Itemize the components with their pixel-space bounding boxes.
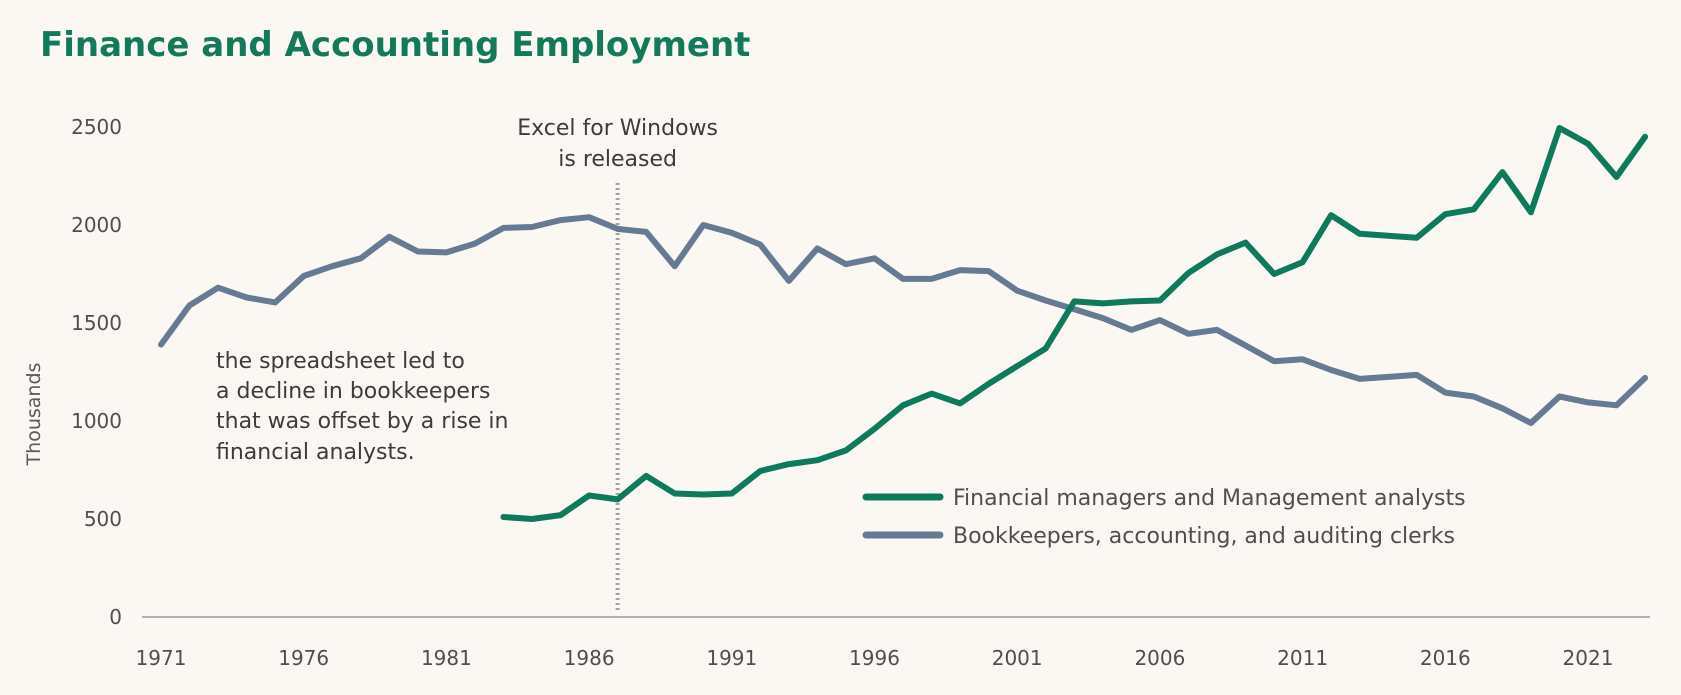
x-tick-label: 1986	[564, 646, 615, 670]
y-tick-label: 1000	[71, 409, 122, 433]
y-axis-label: Thousands	[23, 363, 45, 467]
event-label-line-2: is released	[558, 147, 677, 172]
y-tick-label: 500	[84, 507, 122, 531]
x-tick-label: 1976	[278, 646, 329, 670]
event-label-line-1: Excel for Windows	[517, 116, 718, 141]
series-line-financial	[500, 125, 1649, 522]
annotation-note-line: financial analysts.	[216, 440, 415, 465]
annotation-note: the spreadsheet led to a decline in book…	[216, 349, 509, 465]
x-tick-label: 2001	[992, 646, 1043, 670]
x-tick-label: 1971	[136, 646, 187, 670]
y-tick-label: 2500	[71, 115, 122, 139]
legend: Financial managers and Management analys…	[862, 486, 1466, 549]
y-tick-label: 0	[109, 605, 122, 629]
annotation-note-line: a decline in bookkeepers	[216, 379, 490, 404]
y-axis-ticks: 0 500 1000 1500 2000 2500	[71, 115, 122, 629]
y-tick-label: 2000	[71, 213, 122, 237]
x-tick-label: 1991	[706, 646, 757, 670]
annotation-note-line: the spreadsheet led to	[216, 349, 465, 374]
annotation-note-line: that was offset by a rise in	[216, 409, 509, 434]
x-axis-ticks: 1971 1976 1981 1986 1991 1996 2001 2006 2011 2016…	[136, 646, 1614, 670]
x-tick-label: 2006	[1134, 646, 1185, 670]
y-tick-label: 1500	[71, 311, 122, 335]
legend-label-bookkeepers: Bookkeepers, accounting, and auditing cl…	[953, 524, 1455, 549]
x-tick-label: 1996	[849, 646, 900, 670]
chart-title: Finance and Accounting Employment	[40, 25, 750, 65]
legend-label-financial: Financial managers and Management analys…	[953, 486, 1466, 511]
x-tick-label: 2011	[1277, 646, 1328, 670]
series-lines	[158, 125, 1649, 522]
series-line-bookkeepers	[158, 214, 1649, 426]
x-tick-label: 1981	[421, 646, 472, 670]
x-tick-label: 2021	[1563, 646, 1614, 670]
x-tick-label: 2016	[1420, 646, 1471, 670]
